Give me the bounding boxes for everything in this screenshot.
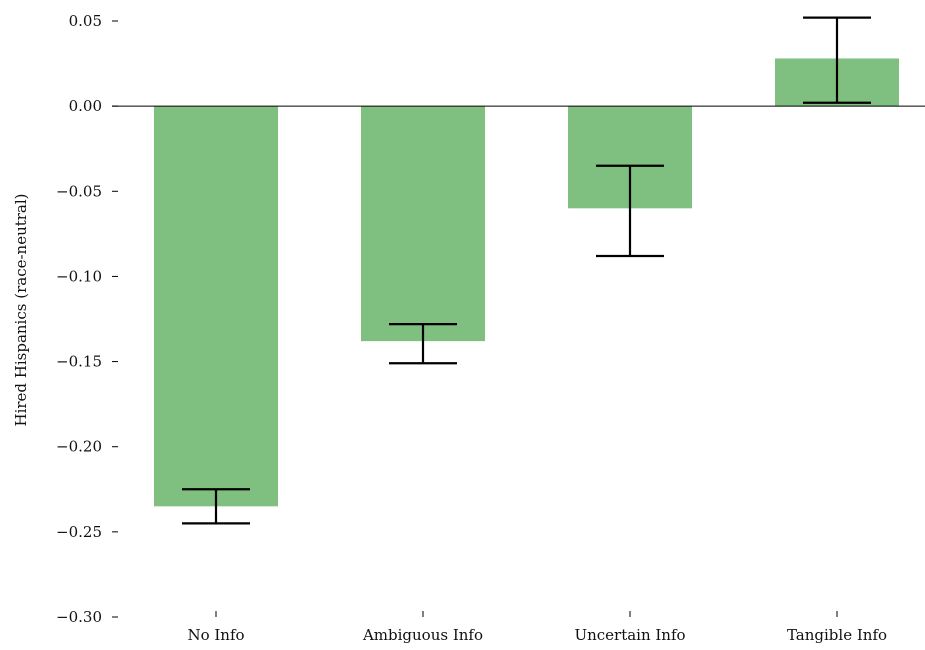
x-tick-label: Uncertain Info [574,626,685,644]
y-tick-label: 0.00 [69,97,102,115]
error-bar-1 [389,323,457,365]
error-bars-layer [182,16,871,525]
y-tick-label: −0.05 [56,182,102,200]
error-bar-2 [596,164,664,258]
x-axis: No Info Ambiguous Info Uncertain Info Tangi… [187,611,887,644]
x-tick-label: Tangible Info [787,626,887,644]
y-axis: 0.05 0.00 −0.05 −0.10 −0.15 −0.20 −0.25 −0.30 [56,12,118,626]
error-bar-3 [803,16,871,104]
bar-1 [361,106,485,342]
error-bar-0 [182,488,250,525]
y-tick-label: −0.10 [56,267,102,285]
bars-layer [154,58,899,507]
y-tick-label: −0.25 [56,523,102,541]
x-tick-label: Ambiguous Info [362,626,483,644]
x-tick-label: No Info [187,626,244,644]
y-tick-label: −0.30 [56,608,102,626]
y-tick-label: −0.15 [56,353,102,371]
y-tick-label: 0.05 [69,12,102,30]
y-tick-label: −0.20 [56,438,102,456]
bar-0 [154,106,278,507]
y-axis-title: Hired Hispanics (race-neutral) [12,193,30,426]
